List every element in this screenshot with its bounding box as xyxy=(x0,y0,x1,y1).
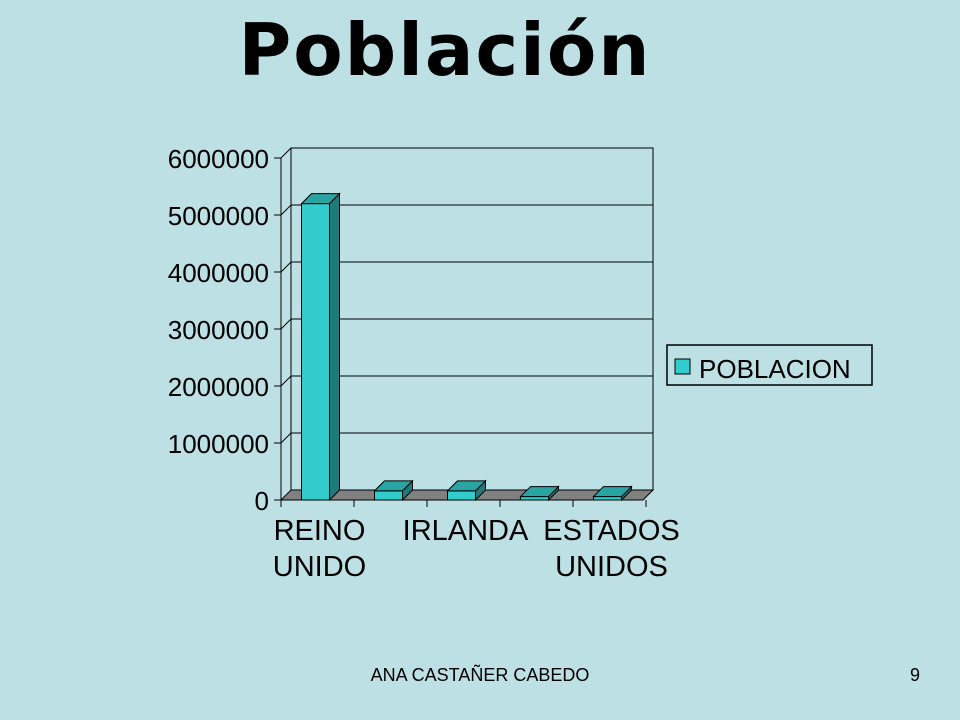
bar xyxy=(446,479,487,502)
y-axis-ticks: 0 1000000 2000000 3000000 4000000 5000000 6000… xyxy=(168,144,281,516)
bars xyxy=(300,192,633,502)
gridline xyxy=(280,318,292,330)
bar-front xyxy=(520,496,549,501)
gridline xyxy=(280,147,292,159)
gridline xyxy=(280,432,292,444)
legend-box xyxy=(666,344,873,386)
gridline xyxy=(280,204,292,216)
y-tick-label: 0 xyxy=(255,486,269,516)
y-tick-label: 6000000 xyxy=(168,144,269,174)
legend-label: POBLACION xyxy=(699,354,851,384)
bar xyxy=(519,485,560,502)
gridlines xyxy=(280,147,653,444)
bar-front xyxy=(447,490,476,501)
page-number: 9 xyxy=(909,665,920,685)
x-tick-label: IRLANDA xyxy=(403,515,529,547)
bar-top xyxy=(519,486,560,498)
y-tick-label: 3000000 xyxy=(168,315,269,345)
footer-author: ANA CASTAÑER CABEDO xyxy=(370,665,590,685)
bar-front xyxy=(593,496,622,501)
slide-title: Población xyxy=(238,8,652,92)
bar-top xyxy=(373,480,414,492)
y-tick-label: 1000000 xyxy=(168,429,269,459)
bar-front xyxy=(301,203,330,501)
bar-top xyxy=(592,486,633,498)
y-tick-label: 4000000 xyxy=(168,258,269,288)
y-tick-label: 2000000 xyxy=(168,372,269,402)
x-axis-labels: REINO UNIDO IRLANDA ESTADOS UNIDOS xyxy=(273,515,680,583)
bar-top xyxy=(446,480,487,492)
gridline xyxy=(280,261,292,273)
bar xyxy=(373,479,414,502)
bar-front xyxy=(374,490,403,501)
bar xyxy=(300,192,341,502)
legend: POBLACION xyxy=(666,344,873,386)
y-tick-label: 5000000 xyxy=(168,201,269,231)
x-tick-label: REINO UNIDO xyxy=(273,515,366,583)
bar-side xyxy=(329,192,340,502)
legend-swatch xyxy=(674,358,691,375)
bar xyxy=(592,485,633,502)
gridline xyxy=(280,375,292,387)
bar-top xyxy=(300,193,341,205)
x-tick-label: ESTADOS UNIDOS xyxy=(543,515,679,583)
